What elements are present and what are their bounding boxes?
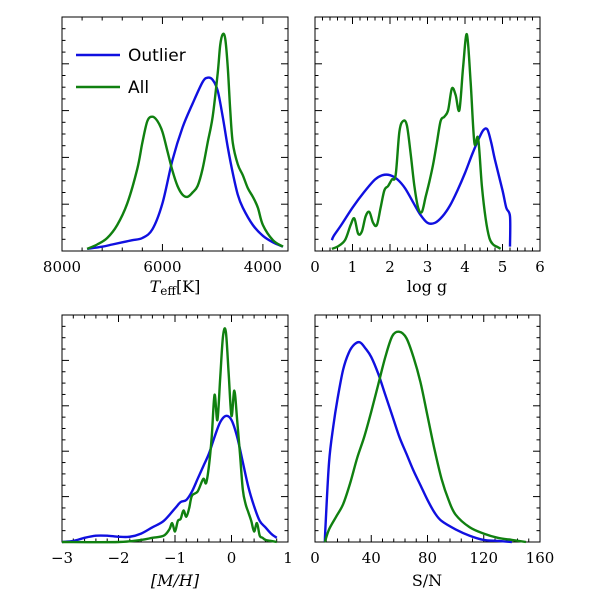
x-tick-label: 0	[310, 258, 320, 276]
x-tick-label: −2	[107, 549, 129, 567]
panel-teff: 8000 6000 4000 Teff[K] Outlier All	[43, 16, 289, 298]
panel-mh: −3 −2 −1 0 1 [M/H]	[51, 314, 293, 590]
series-group	[330, 33, 512, 250]
x-tick-label: 6000	[143, 258, 181, 276]
series-group	[86, 32, 284, 251]
x-axis-label: [M/H]	[151, 571, 200, 590]
tick-labels: 0 1 2 3 4 5 6	[310, 258, 545, 276]
x-tick-label: −1	[164, 549, 186, 567]
x-tick-label: 0	[227, 549, 237, 567]
series-line-outlier	[330, 127, 512, 247]
series-line-outlier	[86, 76, 284, 251]
x-axis-label: Teff[K]	[150, 277, 201, 298]
x-tick-label: 160	[526, 549, 555, 567]
legend: Outlier All	[76, 46, 186, 98]
tick-marks	[61, 17, 288, 251]
x-tick-label: 6	[535, 258, 545, 276]
panel-logg: 0 1 2 3 4 5 6 log g	[310, 16, 545, 296]
x-tick-label: 3	[423, 258, 433, 276]
x-axis-label: S/N	[412, 571, 442, 590]
legend-label-all: All	[128, 78, 149, 98]
x-axis-label: log g	[407, 277, 447, 296]
series-line-outlier	[323, 340, 512, 544]
x-tick-label: −3	[51, 549, 73, 567]
panel-snr: 0 40 80 120 160 S/N	[310, 314, 554, 590]
x-tick-label: 0	[310, 549, 320, 567]
x-tick-label: 2	[385, 258, 395, 276]
tick-labels: 8000 6000 4000	[43, 258, 282, 276]
series-line-all	[323, 330, 527, 544]
series-group	[323, 330, 527, 544]
tick-labels: 0 40 80 120 160	[310, 549, 554, 567]
panel-frame	[314, 314, 541, 543]
x-tick-label: 80	[418, 549, 437, 567]
tick-marks	[314, 315, 541, 542]
x-tick-label: 5	[498, 258, 508, 276]
x-tick-label: 4000	[244, 258, 282, 276]
x-tick-label: 8000	[43, 258, 81, 276]
panel-frame	[314, 16, 541, 252]
series-line-all	[86, 32, 284, 250]
x-tick-label: 120	[469, 549, 498, 567]
x-tick-label: 40	[362, 549, 381, 567]
x-tick-label: 1	[348, 258, 358, 276]
x-tick-label: 4	[460, 258, 470, 276]
legend-label-outlier: Outlier	[128, 46, 186, 66]
series-group	[61, 327, 278, 544]
series-line-all	[61, 327, 277, 544]
series-line-outlier	[61, 414, 278, 544]
series-line-all	[331, 33, 502, 250]
x-tick-label: 1	[283, 549, 293, 567]
tick-marks	[314, 17, 541, 251]
tick-marks	[61, 315, 289, 542]
tick-labels: −3 −2 −1 0 1	[51, 549, 293, 567]
